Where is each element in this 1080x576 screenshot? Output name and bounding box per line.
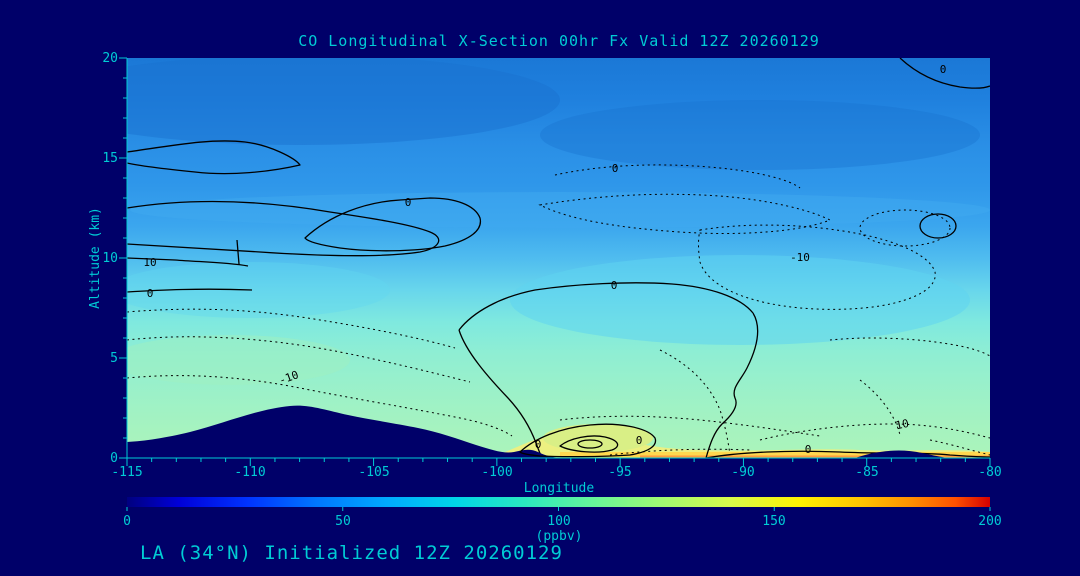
surface-orange-strip bbox=[640, 455, 990, 458]
y-tick-label: 5 bbox=[110, 351, 118, 366]
contour-label: 0 bbox=[612, 162, 619, 175]
colorbar-tick-label: 0 bbox=[123, 514, 131, 529]
surface-yellow-band bbox=[490, 432, 990, 458]
terrain-bump bbox=[855, 450, 950, 458]
y-tick-labels: 20 15 10 5 0 bbox=[102, 51, 118, 466]
light-blue-band bbox=[130, 192, 990, 228]
contour-label: 10 bbox=[143, 256, 156, 269]
terrain-silhouette bbox=[127, 405, 560, 458]
light-cyan-patch bbox=[510, 255, 970, 345]
surface-contour-loops bbox=[519, 423, 657, 458]
solid-contour-lines bbox=[127, 58, 990, 458]
contour-label: 0 bbox=[940, 63, 947, 76]
colorbar-tick-label: 50 bbox=[335, 514, 351, 529]
filled-contours: 10 0 0 0 -10 0 -10 10 0 0 0 0 bbox=[127, 58, 990, 458]
x-tick-label: -110 bbox=[234, 465, 265, 480]
pale-green-patch bbox=[127, 335, 350, 385]
x-tick-label: -90 bbox=[731, 465, 754, 480]
x-tick-labels: -115 -110 -105 -100 -95 -90 -85 -80 bbox=[111, 465, 1001, 480]
x-tick-label: -85 bbox=[855, 465, 878, 480]
init-caption: LA (34°N) Initialized 12Z 20260129 bbox=[140, 542, 563, 564]
contour-label: 0 bbox=[611, 279, 618, 292]
contour-label: 0 bbox=[405, 196, 412, 209]
colorbar-unit-label: (ppbv) bbox=[536, 529, 583, 544]
colorbar-tick-labels: 0 50 100 150 200 bbox=[123, 514, 1002, 529]
x-tick-label: -115 bbox=[111, 465, 142, 480]
y-tick-label: 15 bbox=[102, 151, 118, 166]
y-tick-label: 20 bbox=[102, 51, 118, 66]
dark-blue-patch bbox=[540, 100, 980, 170]
contour-labels: 10 0 0 0 -10 0 -10 10 0 0 0 0 bbox=[143, 63, 946, 456]
x-tick-label: -100 bbox=[481, 465, 512, 480]
x-tick-label: -80 bbox=[978, 465, 1001, 480]
contour-label: 0 bbox=[147, 287, 154, 300]
dotted-contour-lines bbox=[127, 164, 990, 456]
y-axis-label: Altitude (km) bbox=[88, 207, 103, 309]
contour-label: 0 bbox=[535, 438, 542, 451]
contour-label: 0 bbox=[636, 434, 643, 447]
colorbar bbox=[127, 497, 990, 507]
contour-label: 0 bbox=[805, 443, 812, 456]
contour-label: -10 bbox=[277, 368, 300, 387]
surface-bright-yellow-strip bbox=[560, 452, 990, 458]
x-tick-label: -95 bbox=[608, 465, 631, 480]
chart-title: CO Longitudinal X-Section 00hr Fx Valid … bbox=[298, 32, 820, 50]
dark-blue-patch bbox=[127, 58, 560, 145]
colorbar-tick-label: 150 bbox=[762, 514, 785, 529]
y-tick-label: 0 bbox=[110, 451, 118, 466]
contour-label: 10 bbox=[894, 417, 910, 432]
contour-label: -10 bbox=[790, 251, 810, 264]
y-tick-label: 10 bbox=[102, 251, 118, 266]
colorbar-tick-label: 200 bbox=[978, 514, 1001, 529]
light-cyan-patch bbox=[127, 262, 390, 318]
x-tick-label: -105 bbox=[358, 465, 389, 480]
colorbar-tick-label: 100 bbox=[547, 514, 570, 529]
x-axis-label: Longitude bbox=[524, 481, 595, 496]
axis-tick-marks bbox=[119, 57, 991, 511]
surface-green-yellow-blob bbox=[543, 424, 653, 452]
